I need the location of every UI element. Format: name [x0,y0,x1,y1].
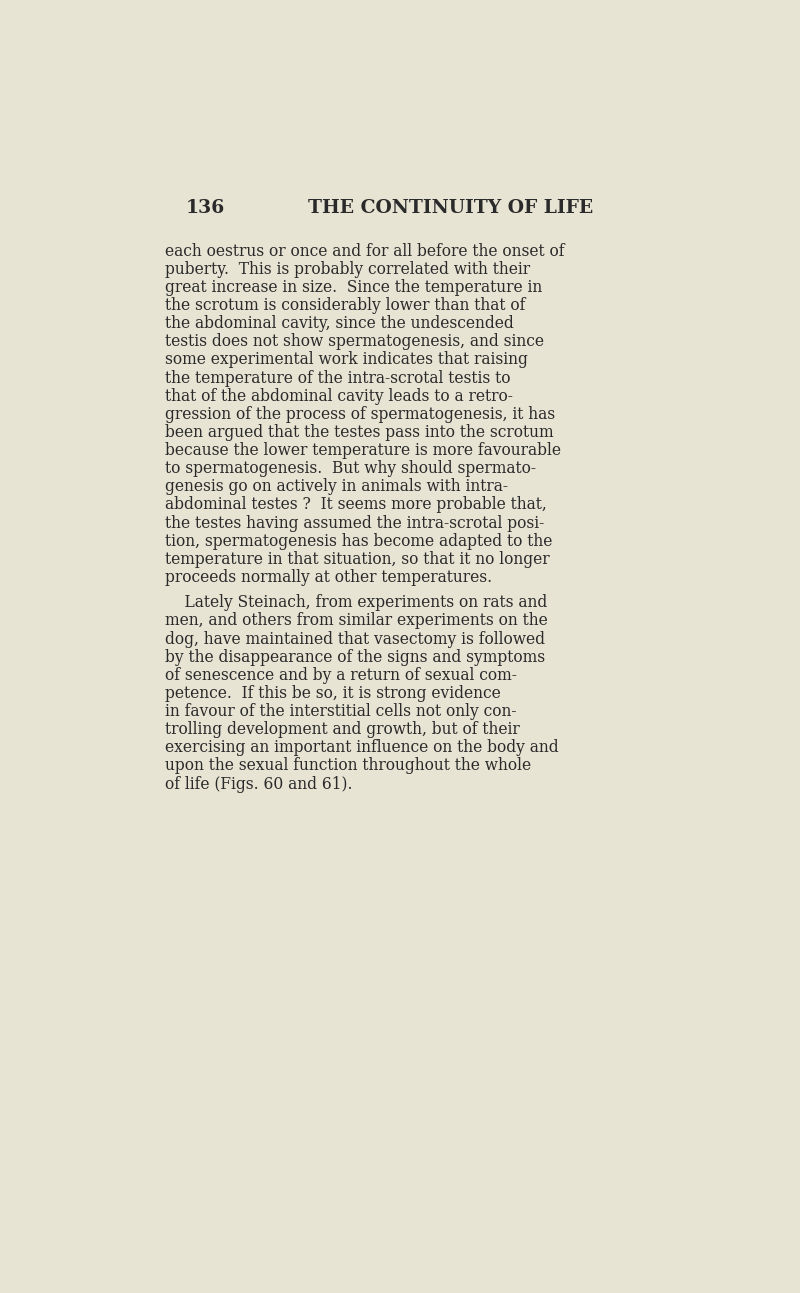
Text: to spermatogenesis.  But why should spermato-: to spermatogenesis. But why should sperm… [165,460,536,477]
Text: Lately Steinach, from experiments on rats and: Lately Steinach, from experiments on rat… [165,595,547,612]
Text: testis does not show spermatogenesis, and since: testis does not show spermatogenesis, an… [165,334,544,350]
Text: of life (Figs. 60 and 61).: of life (Figs. 60 and 61). [165,776,353,793]
Text: exercising an important influence on the body and: exercising an important influence on the… [165,740,558,756]
Text: trolling development and growth, but of their: trolling development and growth, but of … [165,721,520,738]
Text: by the disappearance of the signs and symptoms: by the disappearance of the signs and sy… [165,649,546,666]
Text: the scrotum is considerably lower than that of: the scrotum is considerably lower than t… [165,297,526,314]
Text: men, and others from similar experiments on the: men, and others from similar experiments… [165,613,548,630]
Text: each oestrus or once and for all before the onset of: each oestrus or once and for all before … [165,243,565,260]
Text: great increase in size.  Since the temperature in: great increase in size. Since the temper… [165,279,542,296]
Text: the temperature of the intra-scrotal testis to: the temperature of the intra-scrotal tes… [165,370,510,387]
Text: the testes having assumed the intra-scrotal posi-: the testes having assumed the intra-scro… [165,515,544,531]
Text: that of the abdominal cavity leads to a retro-: that of the abdominal cavity leads to a … [165,388,513,405]
Text: abdominal testes ?  It seems more probable that,: abdominal testes ? It seems more probabl… [165,497,547,513]
Text: the abdominal cavity, since the undescended: the abdominal cavity, since the undescen… [165,315,514,332]
Text: because the lower temperature is more favourable: because the lower temperature is more fa… [165,442,561,459]
Text: been argued that the testes pass into the scrotum: been argued that the testes pass into th… [165,424,554,441]
Text: upon the sexual function throughout the whole: upon the sexual function throughout the … [165,758,531,775]
Text: petence.  If this be so, it is strong evidence: petence. If this be so, it is strong evi… [165,685,501,702]
Text: dog, have maintained that vasectomy is followed: dog, have maintained that vasectomy is f… [165,631,545,648]
Text: proceeds normally at other temperatures.: proceeds normally at other temperatures. [165,569,492,586]
Text: gression of the process of spermatogenesis, it has: gression of the process of spermatogenes… [165,406,555,423]
Text: puberty.  This is probably correlated with their: puberty. This is probably correlated wit… [165,261,530,278]
Text: some experimental work indicates that raising: some experimental work indicates that ra… [165,352,528,369]
Text: tion, spermatogenesis has become adapted to the: tion, spermatogenesis has become adapted… [165,533,553,550]
Text: genesis go on actively in animals with intra-: genesis go on actively in animals with i… [165,478,508,495]
Text: in favour of the interstitial cells not only con-: in favour of the interstitial cells not … [165,703,517,720]
Text: temperature in that situation, so that it no longer: temperature in that situation, so that i… [165,551,550,568]
Text: THE CONTINUITY OF LIFE: THE CONTINUITY OF LIFE [308,199,593,217]
Text: 136: 136 [186,199,225,217]
Text: of senescence and by a return of sexual com-: of senescence and by a return of sexual … [165,667,517,684]
